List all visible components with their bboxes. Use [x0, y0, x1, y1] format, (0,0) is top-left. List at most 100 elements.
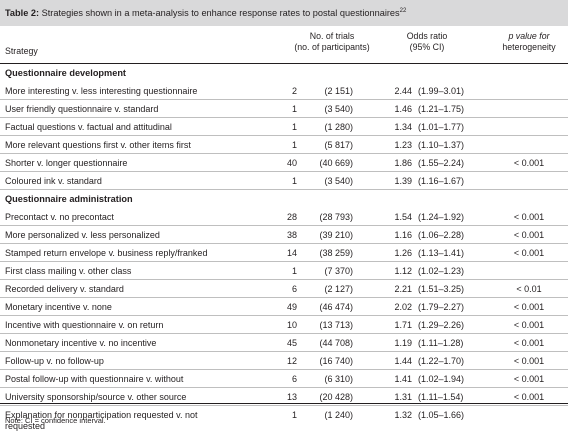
odds-ratio-cell: 1.19	[394, 338, 412, 348]
participants-cell: (28 793)	[319, 212, 353, 222]
table-row: Shorter v. longer questionnaire 40 (40 669…	[0, 154, 568, 172]
table-row: Monetary incentive v. none 49 (46 474) 2.02…	[0, 298, 568, 316]
odds-ratio-cell: 1.71	[394, 320, 412, 330]
header-trials-line2: (no. of participants)	[294, 42, 370, 52]
header-p-value: p value for heterogeneity	[490, 31, 568, 53]
table-label: Table 2:	[5, 8, 40, 18]
trials-count-cell: 1	[291, 140, 297, 150]
odds-ratio-cell: 1.34	[394, 122, 412, 132]
table-row: More relevant questions first v. other i…	[0, 136, 568, 154]
strategy-cell: Follow-up v. no follow-up	[5, 356, 104, 366]
odds-ratio-cell: 1.41	[394, 374, 412, 384]
table-title: Table 2: Strategies shown in a meta-anal…	[5, 8, 406, 18]
table-bottom-rule	[0, 403, 568, 404]
trials-count-cell: 1	[291, 266, 297, 276]
p-value-cell: < 0.01	[516, 284, 542, 294]
confidence-interval-cell: (1.55–2.24)	[418, 158, 465, 168]
participants-cell: (7 370)	[324, 266, 353, 276]
participants-cell: (3 540)	[324, 176, 353, 186]
strategy-cell: Stamped return envelope v. business repl…	[5, 248, 208, 258]
table-row: Coloured ink v. standard 1 (3 540) 1.39 (1.1…	[0, 172, 568, 190]
p-value-cell: < 0.001	[513, 338, 545, 348]
p-value-cell: < 0.001	[513, 230, 545, 240]
trials-count-cell: 1	[291, 104, 297, 114]
trials-count-cell: 6	[291, 374, 297, 384]
confidence-interval-cell: (1.10–1.37)	[418, 140, 465, 150]
table-row: University sponsorship/source v. other s…	[0, 388, 568, 406]
strategy-cell: More relevant questions first v. other i…	[5, 140, 191, 150]
table-row: Stamped return envelope v. business repl…	[0, 244, 568, 262]
p-value-cell: < 0.001	[513, 158, 545, 168]
odds-ratio-cell: 2.02	[394, 302, 412, 312]
strategy-cell: More personalized v. less personalized	[5, 230, 160, 240]
confidence-interval-cell: (1.01–1.77)	[418, 122, 465, 132]
table-row: Recorded delivery v. standard 6 (2 127) 2.2…	[0, 280, 568, 298]
header-strategy: Strategy	[5, 46, 38, 56]
p-value-cell: < 0.001	[513, 248, 545, 258]
trials-count-cell: 38	[286, 230, 297, 240]
p-value-cell: < 0.001	[513, 392, 545, 402]
strategy-cell: Coloured ink v. standard	[5, 176, 102, 186]
table-row: More interesting v. less interesting que…	[0, 82, 568, 100]
participants-cell: (44 708)	[319, 338, 353, 348]
trials-count-cell: 14	[286, 248, 297, 258]
strategy-cell: Postal follow-up with questionnaire v. w…	[5, 374, 184, 384]
trials-count-cell: 1	[291, 122, 297, 132]
table-title-bar: Table 2: Strategies shown in a meta-anal…	[0, 0, 568, 26]
strategy-cell: Recorded delivery v. standard	[5, 284, 124, 294]
table-row: Incentive with questionnaire v. on retur…	[0, 316, 568, 334]
table-row: More personalized v. less personalized 38…	[0, 226, 568, 244]
odds-ratio-cell: 1.12	[394, 266, 412, 276]
participants-cell: (13 713)	[319, 320, 353, 330]
confidence-interval-cell: (1.13–1.41)	[418, 248, 465, 258]
table-row: Precontact v. no precontact 28 (28 793) 1.5…	[0, 208, 568, 226]
table-title-text: Strategies shown in a meta-analysis to e…	[41, 8, 400, 18]
trials-count-cell: 40	[286, 158, 297, 168]
p-value-cell: < 0.001	[513, 356, 545, 366]
participants-cell: (3 540)	[324, 104, 353, 114]
table-row: Nonmonetary incentive v. no incentive 45 (…	[0, 334, 568, 352]
trials-count-cell: 49	[286, 302, 297, 312]
table-row: User friendly questionnaire v. standard 1…	[0, 100, 568, 118]
odds-ratio-cell: 1.32	[394, 410, 412, 420]
trials-count-cell: 12	[286, 356, 297, 366]
confidence-interval-cell: (1.29–2.26)	[418, 320, 465, 330]
strategy-cell: Nonmonetary incentive v. no incentive	[5, 338, 157, 348]
confidence-interval-cell: (1.02–1.23)	[418, 266, 465, 276]
confidence-interval-cell: (1.02–1.94)	[418, 374, 465, 384]
p-value-cell: < 0.001	[513, 374, 545, 384]
header-odds-line1: Odds ratio	[406, 31, 448, 41]
table-row: Explanation for nonparticipation request…	[0, 406, 568, 434]
trials-count-cell: 28	[286, 212, 297, 222]
strategy-cell: University sponsorship/source v. other s…	[5, 392, 187, 402]
trials-count-cell: 10	[286, 320, 297, 330]
strategy-cell: First class mailing v. other class	[5, 266, 132, 276]
participants-cell: (1 280)	[324, 122, 353, 132]
confidence-interval-cell: (1.11–1.54)	[418, 392, 464, 402]
odds-ratio-cell: 1.16	[394, 230, 412, 240]
section-row: Questionnaire development	[0, 64, 568, 81]
strategy-cell: More interesting v. less interesting que…	[5, 86, 198, 96]
table-row: Postal follow-up with questionnaire v. w…	[0, 370, 568, 388]
trials-count-cell: 2	[291, 86, 297, 96]
confidence-interval-cell: (1.21–1.75)	[418, 104, 465, 114]
confidence-interval-cell: (1.16–1.67)	[418, 176, 465, 186]
odds-ratio-cell: 1.54	[394, 212, 412, 222]
table-note: Note: CI = confidence interval.	[5, 416, 106, 425]
participants-cell: (40 669)	[319, 158, 353, 168]
participants-cell: (39 210)	[319, 230, 353, 240]
odds-ratio-cell: 1.23	[394, 140, 412, 150]
odds-ratio-cell: 1.44	[394, 356, 412, 366]
confidence-interval-cell: (1.24–1.92)	[418, 212, 465, 222]
trials-count-cell: 6	[291, 284, 297, 294]
odds-ratio-cell: 1.26	[394, 248, 412, 258]
confidence-interval-cell: (1.79–2.27)	[418, 302, 465, 312]
confidence-interval-cell: (1.22–1.70)	[418, 356, 465, 366]
odds-ratio-cell: 1.46	[394, 104, 412, 114]
participants-cell: (38 259)	[319, 248, 353, 258]
p-value-cell: < 0.001	[513, 212, 545, 222]
p-value-cell: < 0.001	[513, 302, 545, 312]
participants-cell: (16 740)	[319, 356, 353, 366]
strategy-cell: Shorter v. longer questionnaire	[5, 158, 128, 168]
participants-cell: (6 310)	[324, 374, 353, 384]
